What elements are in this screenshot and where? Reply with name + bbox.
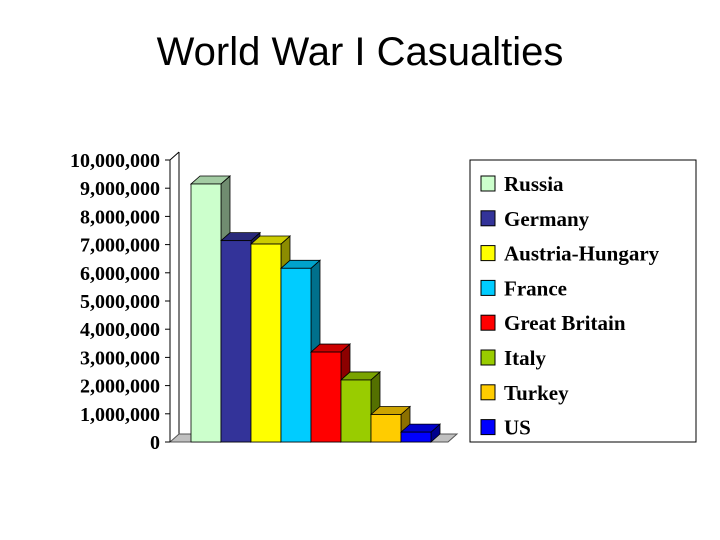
legend-label: Austria-Hungary — [504, 242, 660, 266]
legend-swatch — [480, 384, 496, 401]
y-tick-label: 9,000,000 — [80, 178, 160, 200]
y-tick-label: 8,000,000 — [80, 206, 160, 228]
bar-front — [400, 431, 432, 443]
legend-item-germany: Germany — [480, 207, 590, 231]
y-tick-label: 5,000,000 — [80, 291, 160, 313]
legend-label: Turkey — [504, 381, 569, 405]
legend-swatch — [480, 210, 496, 227]
legend-label: Germany — [504, 207, 590, 231]
bar-us — [399, 423, 442, 443]
legend-swatch — [480, 419, 496, 436]
legend-swatch — [480, 349, 496, 366]
bar-front — [340, 379, 372, 443]
slide-title: World War I Casualties — [156, 30, 564, 74]
legend-item-great-britain: Great Britain — [480, 311, 626, 335]
legend-item-france: France — [480, 276, 567, 300]
bar-front — [370, 414, 402, 443]
legend-swatch — [480, 279, 496, 296]
legend-item-turkey: Turkey — [480, 381, 569, 405]
bar-front — [280, 267, 312, 443]
legend-label: Russia — [504, 172, 564, 196]
legend-item-russia: Russia — [480, 172, 564, 196]
y-tick-label: 3,000,000 — [80, 347, 160, 369]
legend-label: Italy — [504, 346, 547, 370]
legend-item-us: US — [480, 416, 531, 440]
legend-label: France — [504, 276, 567, 300]
bar-front — [310, 351, 342, 443]
bar-front — [190, 183, 222, 443]
bar-front — [220, 240, 252, 443]
y-tick-label: 6,000,000 — [80, 263, 160, 285]
legend-swatch — [480, 245, 496, 262]
y-tick-label: 0 — [150, 432, 160, 454]
y-tick-label: 4,000,000 — [80, 319, 160, 341]
legend-label: US — [504, 416, 531, 440]
y-tick-label: 1,000,000 — [80, 404, 160, 426]
y-tick-label: 10,000,000 — [70, 150, 160, 172]
bar-front — [250, 243, 282, 443]
legend-item-italy: Italy — [480, 346, 547, 370]
legend-swatch — [480, 175, 496, 192]
top-depth-edge — [169, 151, 180, 161]
legend-label: Great Britain — [504, 311, 626, 335]
y-tick-label: 7,000,000 — [80, 235, 160, 257]
y-tick-label: 2,000,000 — [80, 376, 160, 398]
legend-swatch — [480, 314, 496, 331]
legend-item-austria-hungary: Austria-Hungary — [480, 242, 660, 266]
legend-frame — [469, 159, 697, 443]
plot-area: 0 1,000,000 2,000,000 3,000,000 4,000,000 5,0… — [70, 150, 459, 454]
legend: Russia Germany Austria-Hungary France Great … — [469, 159, 697, 443]
